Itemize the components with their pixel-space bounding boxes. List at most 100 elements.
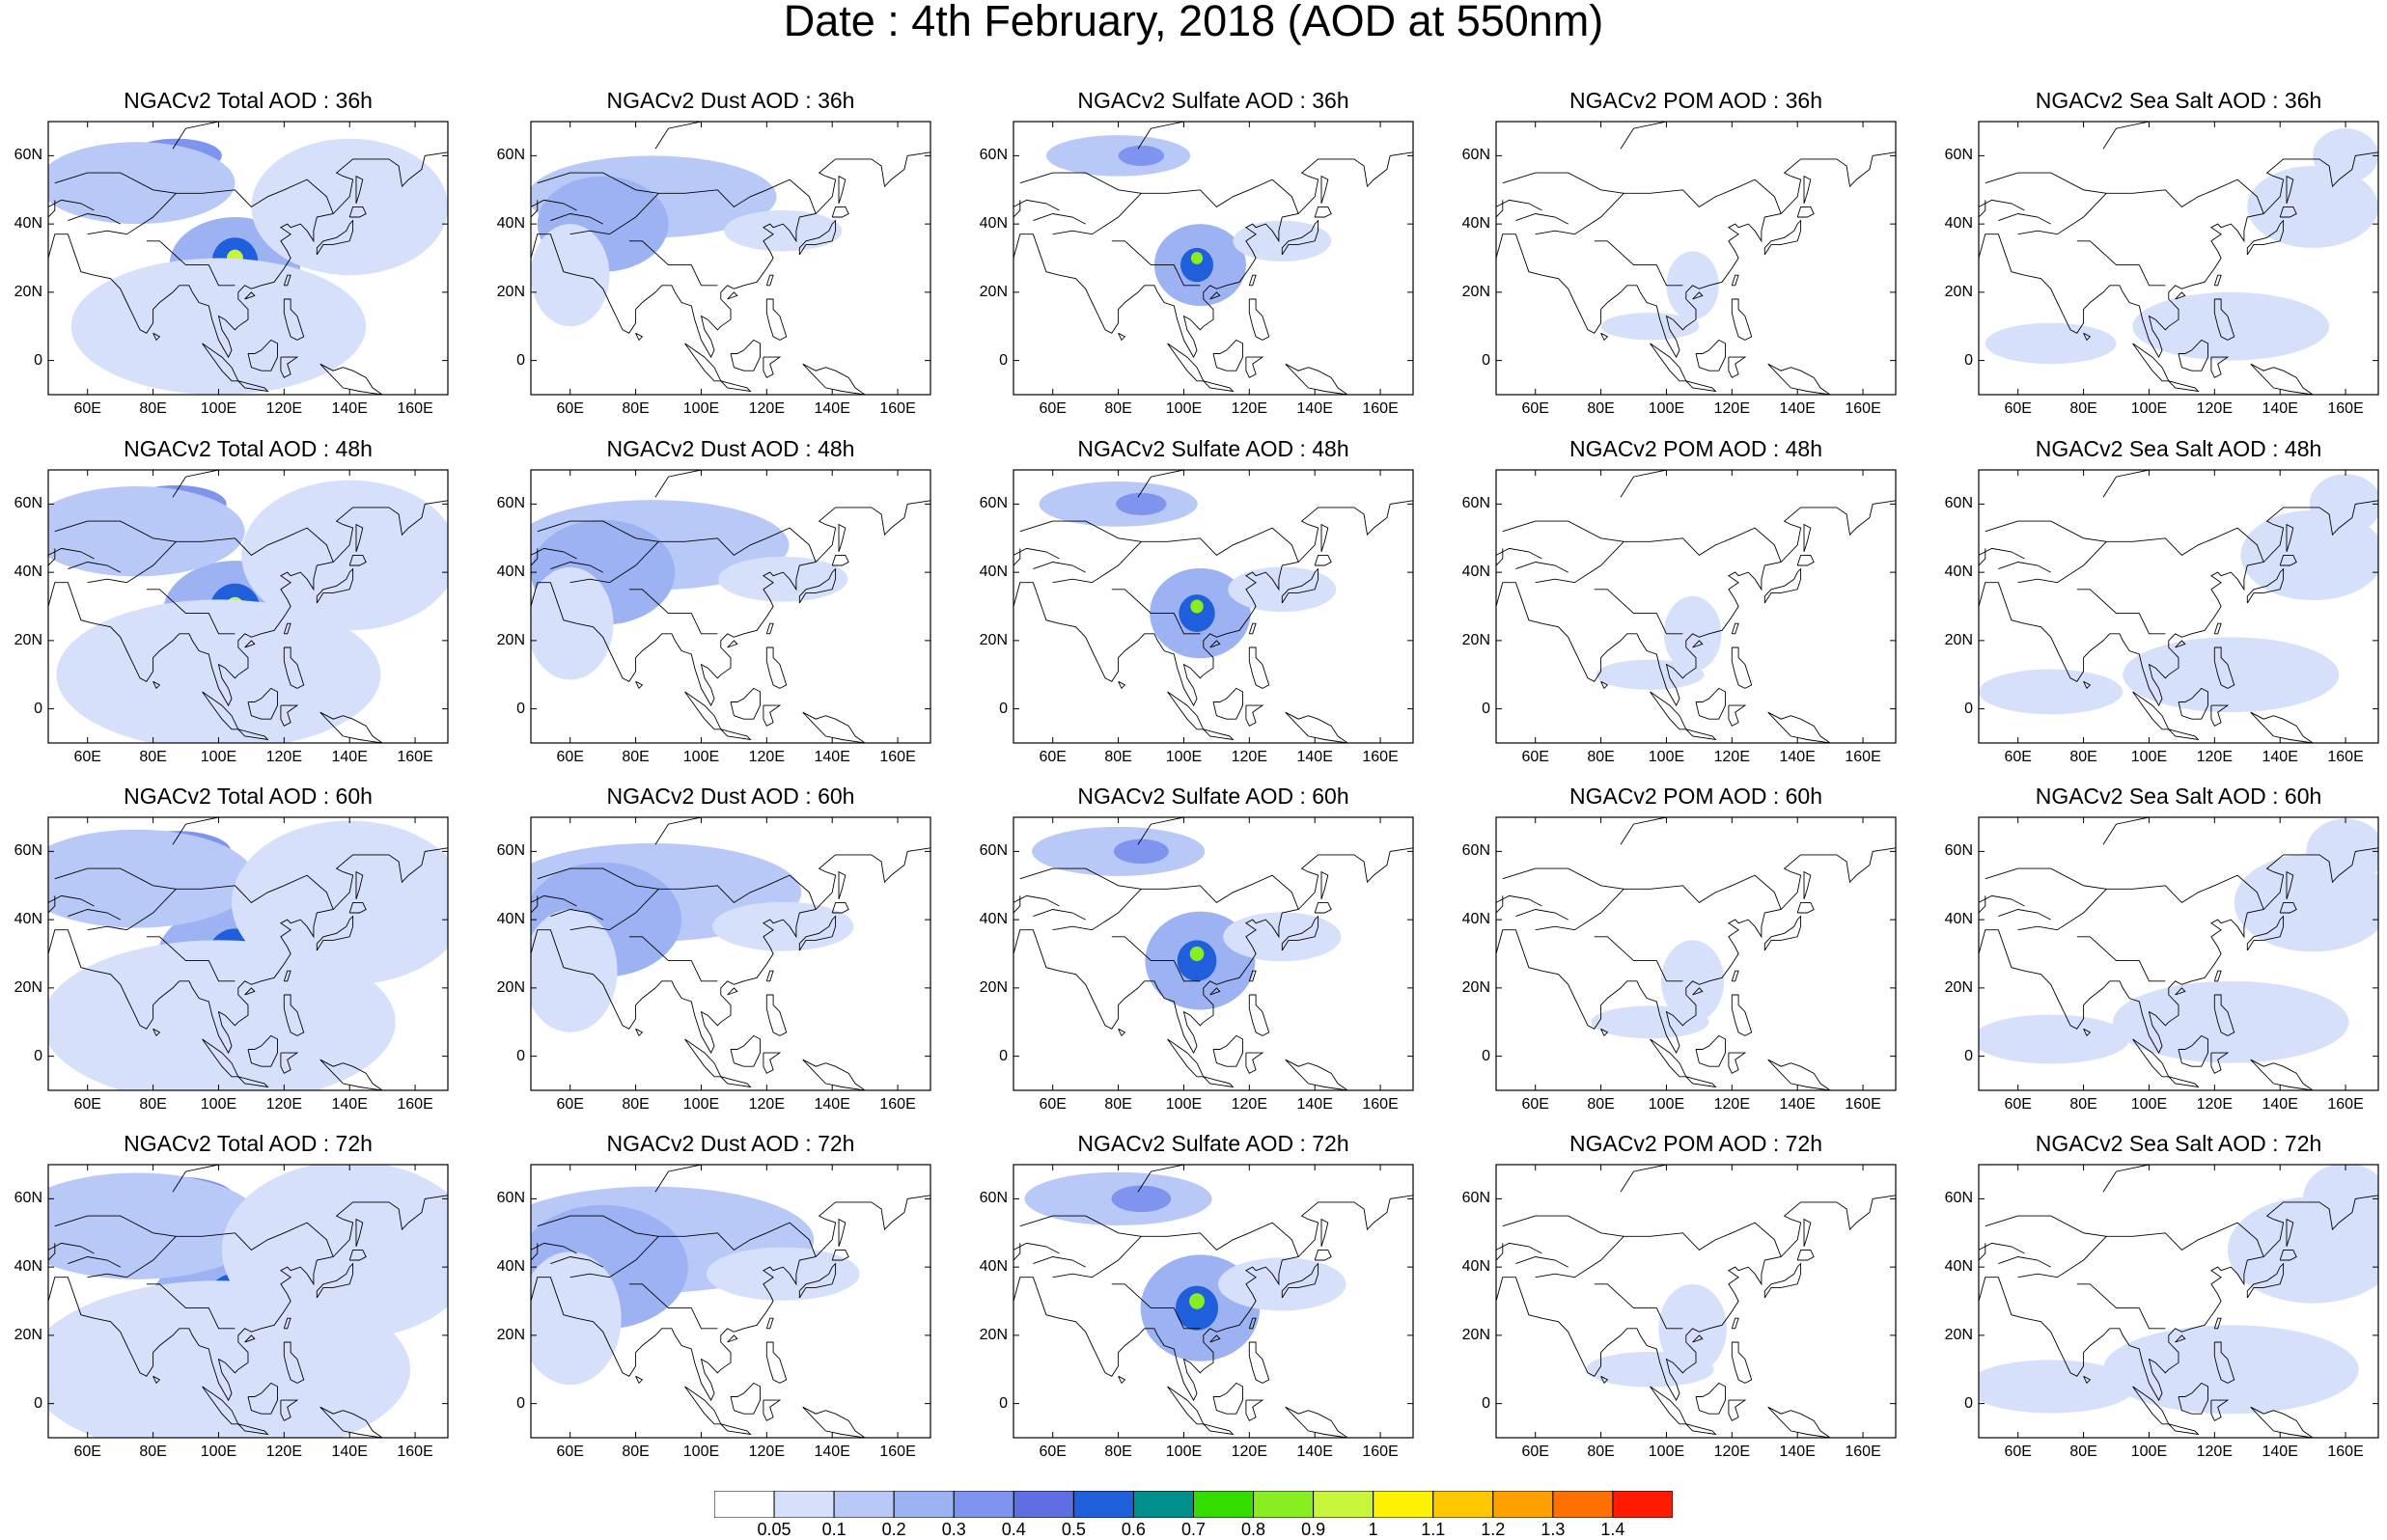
map-frame (1978, 469, 2379, 744)
coastline (237, 1423, 269, 1436)
coastline (237, 380, 269, 393)
map-panel: NGACv2 POM AOD : 48h 60N 40N 20N 0 60E 80E 100E… (1448, 437, 1911, 775)
x-tick-label: 120E (265, 400, 302, 417)
x-tick-label: 60E (1039, 1444, 1067, 1460)
coastline (1767, 363, 1831, 395)
coastline (1137, 122, 1217, 150)
colorbar-box (773, 1491, 835, 1518)
coastline (355, 523, 364, 553)
y-tick-label: 60N (1461, 842, 1490, 860)
aod-plume (48, 485, 245, 577)
coastline (1731, 970, 1739, 982)
x-tick-label: 120E (1231, 749, 1267, 765)
colorbar-labels: 0.05 0.1 0.2 0.3 0.4 0.5 0.6 0.7 0.8 0.9 1 1.1 1.2 1.… (714, 1520, 1673, 1539)
aod-plume (1600, 313, 1700, 341)
coastline (172, 122, 252, 150)
coastline (1502, 172, 1624, 194)
colorbar-box (1432, 1491, 1494, 1518)
coastline (2076, 589, 2166, 635)
coastline (550, 562, 603, 573)
colorbar-tick-label: 1.2 (1481, 1520, 1506, 1539)
map-panel: NGACv2 POM AOD : 72h 60N 40N 20N 0 60E 80E 100E… (1448, 1132, 1911, 1470)
x-tick-label: 100E (682, 1096, 720, 1113)
aod-plume (1233, 220, 1332, 262)
coastline (48, 895, 56, 914)
coastline (1803, 523, 1812, 553)
coastline (247, 339, 278, 371)
coastline (1212, 1382, 1243, 1415)
coastline (247, 1382, 278, 1415)
coastline (2102, 1165, 2182, 1193)
aod-plume (531, 909, 618, 1032)
coastline (1248, 646, 1270, 689)
x-tick-label: 60E (73, 1096, 101, 1113)
coastline (531, 548, 539, 566)
aod-map (1978, 816, 2379, 1091)
x-tick-label: 80E (622, 1444, 650, 1460)
x-tick-label: 160E (397, 749, 433, 765)
aod-map (1013, 1164, 1414, 1439)
coastline (1019, 172, 1142, 194)
colorbar-tick-label: 0.8 (1241, 1520, 1266, 1539)
coastline (1111, 936, 1201, 982)
aod-plume (1979, 1360, 2136, 1414)
aod-plume (1979, 1014, 2130, 1064)
aod-plume (1586, 1351, 1714, 1388)
coastline (319, 1059, 383, 1090)
x-tick-label: 120E (748, 749, 785, 765)
y-tick-label: 20N (14, 978, 42, 996)
coastline (2213, 622, 2222, 635)
coastline (153, 680, 161, 690)
coastline (2083, 1375, 2092, 1385)
coastline (1320, 1218, 1329, 1248)
coastline (153, 1028, 161, 1037)
coastline (2168, 380, 2200, 393)
coastline (280, 1399, 299, 1421)
figure-title: Date : 4th February, 2018 (AOD at 550nm) (783, 0, 1604, 45)
coastline (531, 200, 539, 218)
colorbar-tick-label: 0.9 (1301, 1520, 1326, 1539)
aod-plume (1591, 1005, 1709, 1039)
x-tick-label: 80E (1587, 400, 1615, 417)
x-tick-label: 140E (1296, 1096, 1333, 1113)
y-tick-label: 60N (979, 495, 1008, 512)
aod-plume (1189, 946, 1205, 962)
y-tick-label: 60N (1461, 1190, 1490, 1207)
map-panel: NGACv2 Total AOD : 36h 60N 40N 20N 0 60E 80E 10… (0, 89, 463, 426)
x-tick-label: 120E (265, 1444, 302, 1460)
y-tick-label: 0 (1482, 700, 1490, 717)
map-panel: NGACv2 POM AOD : 36h 60N 40N 20N 0 60E 80E 100E… (1448, 89, 1911, 426)
x-tick-label: 80E (622, 400, 650, 417)
coastline (316, 915, 354, 951)
coastline (1594, 936, 1683, 982)
coastline (1695, 1034, 1726, 1067)
x-tick-label: 140E (2262, 400, 2298, 417)
coastline (2246, 915, 2285, 951)
x-tick-label: 100E (1648, 749, 1685, 765)
coastline (2168, 1076, 2200, 1088)
x-tick-label: 140E (1296, 1444, 1333, 1460)
coastline (2102, 122, 2182, 150)
map-panel: NGACv2 Total AOD : 60h 60N 40N 20N 0 60E 80E 10… (0, 784, 463, 1122)
coastline (2017, 527, 2264, 584)
y-tick-label: 0 (516, 1047, 525, 1064)
aod-map (1013, 121, 1414, 396)
coastline (550, 909, 603, 921)
coastline (283, 994, 305, 1036)
x-tick-label: 80E (2069, 749, 2097, 765)
y-tick-label: 0 (1964, 1047, 1973, 1064)
coastline (1767, 1059, 1831, 1090)
coastline (1803, 175, 1812, 205)
coastline (1118, 1028, 1126, 1037)
coastline (1212, 1034, 1243, 1067)
coastline (720, 729, 752, 741)
y-tick-label: 40N (14, 564, 42, 581)
x-tick-label: 160E (1362, 400, 1399, 417)
colorbar-box (1492, 1491, 1554, 1518)
coastline (1013, 847, 1413, 1055)
coastline (1979, 1243, 1986, 1261)
coastline (730, 1034, 761, 1067)
coastline (628, 589, 718, 635)
coastline (2178, 687, 2208, 720)
coastline (316, 219, 354, 256)
